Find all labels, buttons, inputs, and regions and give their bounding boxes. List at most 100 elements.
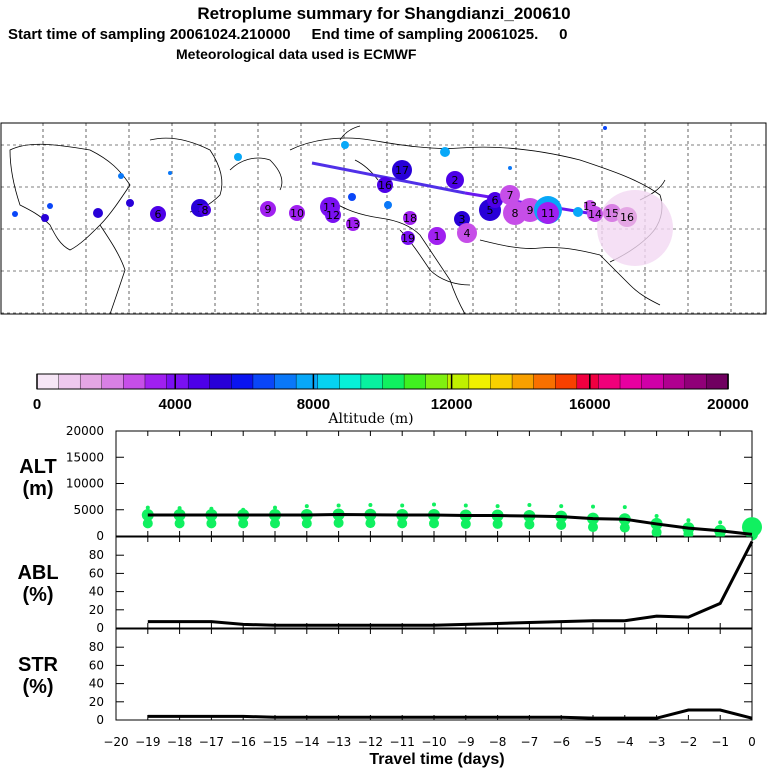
alt-cluster-dot <box>174 518 185 529</box>
x-tick-label: −12 <box>358 735 383 749</box>
alt-cluster-dot <box>588 522 598 533</box>
x-tick-label: −4 <box>616 735 634 749</box>
alt-cluster-dot <box>238 518 249 529</box>
plume-label: 4 <box>464 227 471 240</box>
x-tick-label: −11 <box>390 735 415 749</box>
y-tick-label: 80 <box>89 640 104 654</box>
alt-cluster-dot <box>591 504 595 509</box>
alt-cluster-dot <box>400 503 405 508</box>
alt-cluster-dot <box>142 518 153 529</box>
x-tick-label: −15 <box>262 735 287 749</box>
x-tick-label: −3 <box>648 735 666 749</box>
colorbar-cell <box>511 373 535 390</box>
x-tick-label: −6 <box>552 735 570 749</box>
colorbar-tick-label: 20000 <box>707 396 749 413</box>
y-tick-label: 5000 <box>73 503 104 517</box>
colorbar-cell <box>317 373 341 390</box>
x-tick-label: −1 <box>711 735 729 749</box>
x-tick-label: −20 <box>103 735 128 749</box>
y-axis-label: ALT <box>19 456 56 478</box>
plume-label: 6 <box>492 194 499 207</box>
y-tick-label: 60 <box>89 566 104 580</box>
plume-label: 14 <box>588 208 602 221</box>
plume-cluster <box>403 211 417 225</box>
plume-cluster <box>500 185 520 205</box>
colorbar-cell <box>295 373 319 390</box>
plume-cluster <box>346 217 360 231</box>
abl-panel: 0 20 40 60 80 ABL(%) <box>17 536 754 635</box>
str-line <box>147 708 753 720</box>
plume-cluster <box>603 126 607 130</box>
colorbar-cell <box>403 373 427 390</box>
colorbar-cell <box>231 373 254 390</box>
y-tick-label: 20 <box>89 695 104 709</box>
plume-cluster <box>93 208 103 218</box>
plume-cluster <box>118 173 124 179</box>
plume-label: 8 <box>202 204 209 217</box>
plume-label: 17 <box>395 164 409 177</box>
y-tick-label: 20000 <box>66 424 104 438</box>
x-tick-label: −8 <box>489 735 507 749</box>
plume-cluster <box>487 192 503 208</box>
y-tick-label: 40 <box>89 677 104 691</box>
str-panel: 0 20 40 60 80 STR(%) <box>18 628 753 727</box>
x-tick-label: −7 <box>521 735 539 749</box>
alt-cluster-dot <box>397 518 408 529</box>
colorbar-cell <box>382 373 405 390</box>
plume-label: 2 <box>452 174 459 187</box>
plume-label: 10 <box>290 207 304 220</box>
colorbar-cell <box>123 373 146 390</box>
colorbar-tick-label: 4000 <box>159 396 192 413</box>
alt-cluster-dot <box>365 518 376 529</box>
plume-label: 16 <box>620 211 634 224</box>
panel-frame <box>115 536 753 629</box>
y-tick-label: 10000 <box>66 477 104 491</box>
colorbar-cell <box>425 373 448 390</box>
plume-cluster <box>234 153 242 161</box>
met-data-note: Meteorological data used is ECMWF <box>176 46 417 62</box>
x-tick-label: −18 <box>167 735 192 749</box>
colorbar-cell <box>447 373 470 390</box>
alt-cluster-dot <box>304 504 309 509</box>
plume-label: 11 <box>541 207 555 220</box>
plume-label: 3 <box>459 213 466 226</box>
alt-cluster-dot <box>145 505 150 510</box>
alt-cluster-dot <box>368 503 373 508</box>
plume-cluster <box>573 207 583 217</box>
alt-cluster-dot <box>683 528 694 539</box>
plume-cluster <box>617 207 637 227</box>
plume-label: 8 <box>512 207 519 220</box>
alt-cluster-dot <box>718 520 723 525</box>
colorbar-cell <box>187 373 211 390</box>
plume-cluster <box>377 177 393 193</box>
y-axis-label: STR <box>18 654 59 676</box>
colorbar-cell <box>58 373 81 390</box>
y-axis-label: (%) <box>22 584 53 606</box>
alt-cluster-dot <box>619 522 630 533</box>
plume-cluster <box>341 141 349 149</box>
x-tick-label: −13 <box>326 735 351 749</box>
plume-cluster <box>587 206 603 222</box>
colorbar-cell <box>252 373 276 390</box>
alt-cluster-dot <box>336 503 341 508</box>
alt-cluster-dot <box>273 505 277 510</box>
alt-cluster-dot <box>556 519 567 530</box>
alt-cluster-dot <box>460 518 471 529</box>
colorbar-tick-label: 0 <box>33 396 41 413</box>
plume-clusters: 6789101112131617181912345678910111314151… <box>12 126 637 245</box>
colorbar-cell <box>641 373 664 390</box>
x-tick-label: −5 <box>584 735 602 749</box>
panel-frame <box>115 628 753 721</box>
y-tick-label: 0 <box>96 621 104 635</box>
alt-cluster-dot <box>206 518 217 529</box>
plume-cluster <box>47 203 53 209</box>
alt-mean-line <box>147 512 753 536</box>
colorbar-cell <box>209 373 233 390</box>
alt-panel: 0 5000 10000 15000 20000 ALT(m) <box>19 424 762 543</box>
plume-cluster <box>260 201 276 217</box>
plume-cluster <box>289 205 305 221</box>
alt-cluster-dot <box>177 506 182 511</box>
alt-cluster-dot <box>559 504 564 509</box>
plume-label: 1 <box>434 230 441 243</box>
colorbar-cell <box>101 373 125 390</box>
